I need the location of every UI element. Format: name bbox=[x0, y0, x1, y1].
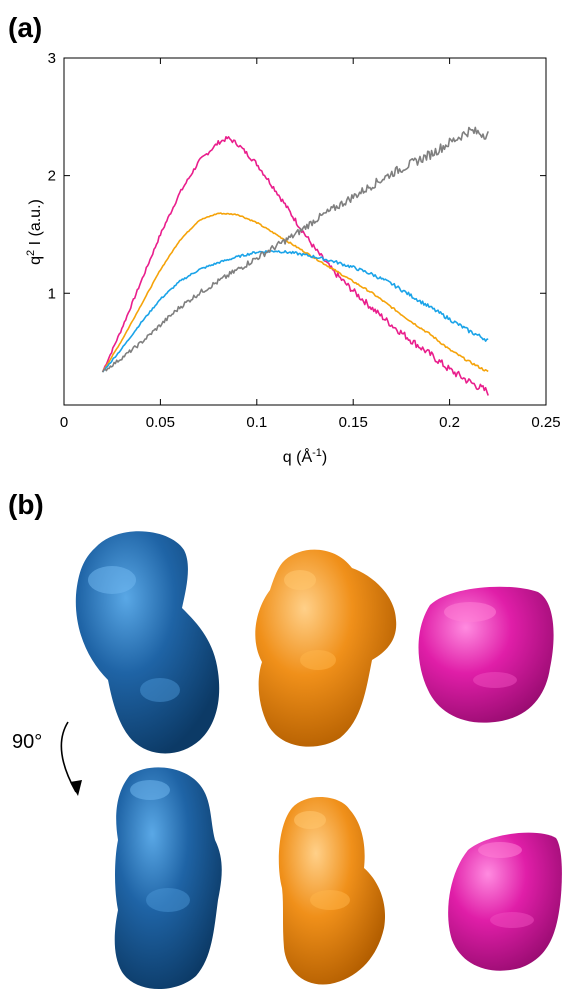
rotation-label: 90° bbox=[12, 731, 42, 753]
series-line-3 bbox=[101, 126, 489, 373]
saxs-kratky-plot: 0 0.05 0.1 0.15 0.2 0.25 1 2 3 q (Å-1) q2 I (a.… bbox=[25, 50, 561, 466]
x-tick-label: 0.05 bbox=[146, 414, 175, 431]
series-line-1 bbox=[101, 212, 489, 373]
series-line-0 bbox=[101, 136, 489, 396]
series-group bbox=[101, 126, 489, 396]
x-tick-label: 0.1 bbox=[246, 414, 267, 431]
y-axis: 1 2 3 bbox=[48, 50, 546, 302]
x-axis: 0 0.05 0.1 0.15 0.2 0.25 bbox=[60, 58, 561, 431]
plot-frame bbox=[63, 57, 547, 406]
model-blue-top bbox=[75, 531, 220, 754]
model-magenta-bottom bbox=[448, 832, 562, 971]
y-tick-label: 3 bbox=[48, 50, 56, 67]
x-tick-label: 0.25 bbox=[531, 414, 560, 431]
model-magenta-top bbox=[418, 586, 554, 723]
panel-b-label: (b) bbox=[8, 489, 44, 520]
rotation-arrow-icon bbox=[60, 721, 82, 796]
x-tick-label: 0 bbox=[60, 414, 68, 431]
model-orange-top bbox=[255, 549, 397, 747]
y-tick-label: 1 bbox=[48, 285, 56, 302]
y-axis-label: q2 I (a.u.) bbox=[25, 199, 44, 265]
x-tick-label: 0.2 bbox=[439, 414, 460, 431]
model-orange-bottom bbox=[278, 796, 386, 985]
x-axis-label: q (Å-1) bbox=[283, 447, 327, 466]
panel-a-label: (a) bbox=[8, 12, 42, 43]
model-blue-bottom bbox=[114, 767, 222, 990]
series-line-2 bbox=[101, 250, 489, 373]
y-tick-label: 2 bbox=[48, 168, 56, 185]
x-tick-label: 0.15 bbox=[339, 414, 368, 431]
